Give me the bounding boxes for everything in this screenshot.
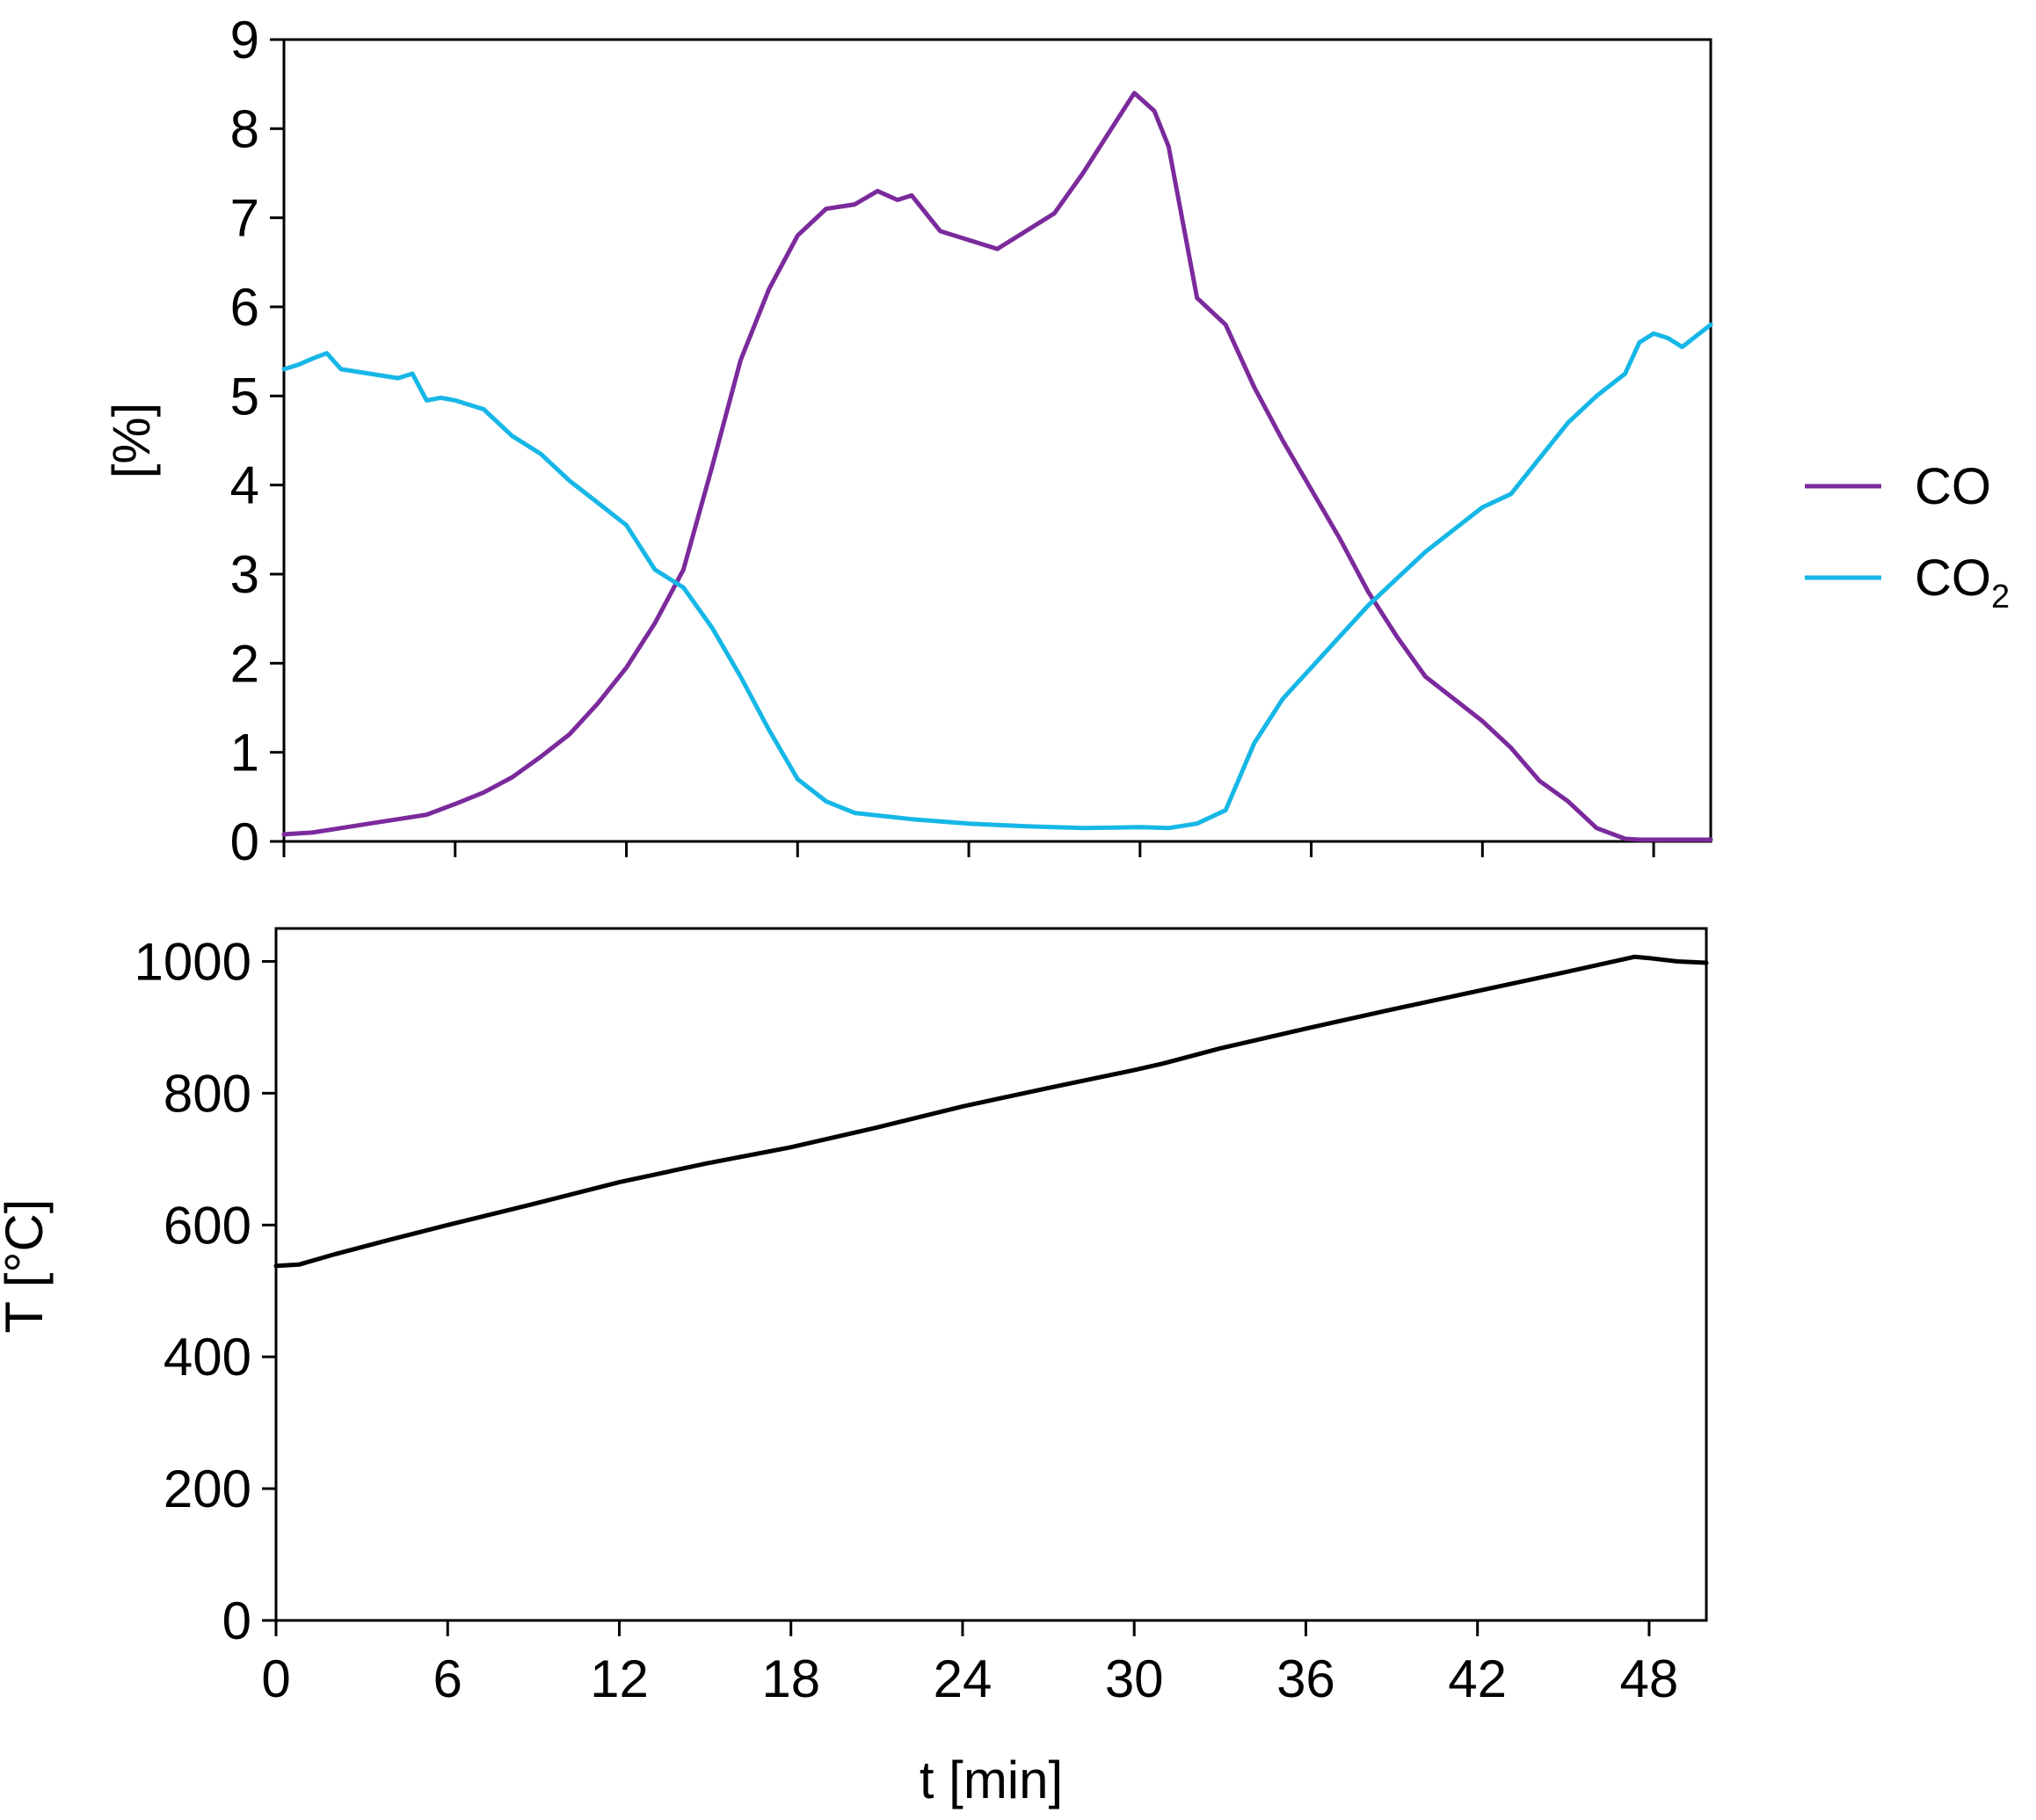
- x-tick-label: 12: [590, 1649, 649, 1708]
- x-tick-label: 0: [261, 1649, 290, 1708]
- series-line-co2: [281, 322, 1713, 831]
- x-tick-label: 6: [433, 1649, 462, 1708]
- y-tick-label: 8: [230, 99, 259, 158]
- y-tick-label: 2: [230, 634, 259, 693]
- x-tick-label: 30: [1105, 1649, 1164, 1708]
- y-tick-label: 0: [222, 1591, 251, 1650]
- plot-frame: [282, 38, 1712, 843]
- y-tick-label: 200: [164, 1460, 251, 1518]
- legend-label-co2: CO2: [1915, 550, 2010, 615]
- series-line-co: [281, 91, 1713, 842]
- y-tick-label: 600: [164, 1196, 251, 1255]
- y-tick-label: 9: [230, 11, 259, 69]
- y-axis-label: [%]: [102, 403, 161, 479]
- y-tick-label: 4: [230, 456, 259, 515]
- y-tick-label: 800: [164, 1064, 251, 1123]
- y-tick-label: 6: [230, 278, 259, 337]
- y-tick-label: 1000: [135, 932, 251, 991]
- y-tick-label: 5: [230, 367, 259, 426]
- legend: CO CO2: [1805, 458, 2010, 615]
- x-tick-label: 18: [761, 1649, 820, 1708]
- x-tick-label: 48: [1620, 1649, 1679, 1708]
- legend-label-co: CO: [1915, 458, 1991, 515]
- x-tick-label: 36: [1276, 1649, 1335, 1708]
- y-tick-label: 1: [230, 724, 259, 783]
- plot-frame: [274, 927, 1708, 1622]
- bottom-panel-temperature: 0 200 400 600 800 1000 0 6 12 18 24 30 36 42 48 T [°C] t…: [0, 927, 1709, 1809]
- series-line-t: [273, 954, 1709, 1269]
- y-tick-label: 3: [230, 545, 259, 604]
- top-panel-gas-concentration: 0 1 2 3 4 5 6 7 8 9 [%]: [102, 11, 1713, 871]
- x-tick-label: 24: [934, 1649, 993, 1708]
- y-tick-label: 0: [230, 812, 259, 871]
- y-axis-label: T [°C]: [0, 1199, 54, 1334]
- y-tick-label: 7: [230, 189, 259, 248]
- x-axis-label: t [min]: [920, 1751, 1063, 1809]
- x-tick-label: 42: [1448, 1649, 1507, 1708]
- y-tick-label: 400: [164, 1328, 251, 1387]
